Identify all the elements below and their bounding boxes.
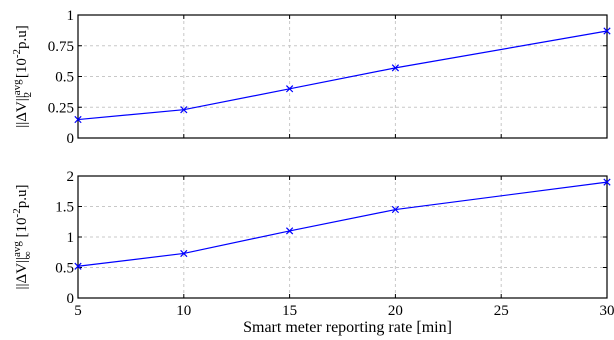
x-axis-label: Smart meter reporting rate [min] [243, 319, 452, 336]
data-point-marker [603, 27, 611, 35]
x-tick-label: 15 [282, 303, 297, 319]
x-tick-label: 20 [388, 303, 403, 319]
data-point-marker [74, 262, 82, 270]
chart-panel-1: 0 0.25 0.5 0.75 1 ||ΔV||avg2 [10-2p.u] [11, 8, 611, 147]
y-axis-label-part: -2 [11, 49, 23, 58]
data-point-marker [285, 85, 294, 93]
marker-stroke [285, 85, 294, 93]
x-tick-label: 5 [74, 303, 82, 319]
data-point-marker [74, 115, 82, 124]
marker-stroke [603, 27, 611, 35]
y-tick-label: 1 [67, 230, 75, 246]
y-tick-label: 0.25 [48, 100, 74, 116]
y-axis-label-part: avg [11, 79, 23, 95]
y-tick-label: 1.5 [55, 200, 74, 216]
y-tick-label: 2 [67, 169, 75, 185]
y-axis-label-part: ||ΔV|| [14, 257, 30, 290]
y-axis-label: ||ΔV||avg∞ [10-2p.u] [11, 185, 34, 290]
y-axis-label-part: p.u] [14, 25, 30, 49]
y-axis-label-part: [10 [14, 58, 30, 82]
y-tick-label: 0.5 [55, 261, 74, 277]
y-tick-label: 1 [67, 8, 75, 24]
marker-stroke [391, 64, 400, 72]
y-axis-label-part: ||ΔV|| [14, 95, 30, 128]
marker-stroke [180, 249, 188, 258]
x-tick-label: 10 [176, 303, 191, 319]
y-axis-label-part: [10 [14, 217, 30, 241]
series-line [77, 181, 608, 267]
marker-stroke [391, 205, 400, 214]
data-point-marker [603, 178, 611, 186]
y-axis-label-part: p.u] [14, 185, 30, 209]
marker-stroke [74, 115, 82, 124]
series-line [77, 30, 608, 121]
y-tick-label: 0.75 [48, 39, 74, 55]
marker-stroke [603, 178, 611, 186]
data-point-marker [285, 227, 294, 235]
y-axis-label-part: avg [11, 241, 23, 257]
x-tick-label: 30 [600, 303, 614, 319]
data-point-marker [180, 249, 188, 258]
y-axis-label: ||ΔV||avg2 [10-2p.u] [11, 25, 34, 128]
marker-stroke [74, 262, 82, 270]
data-point-marker [391, 205, 400, 214]
y-tick-label: 0.5 [55, 70, 74, 86]
marker-stroke [285, 227, 294, 235]
data-point-marker [180, 106, 188, 114]
y-axis-label-part: 2 [22, 92, 34, 98]
y-tick-label: 0 [67, 291, 75, 307]
x-tick-label: 25 [494, 303, 509, 319]
y-tick-label: 0 [67, 131, 75, 147]
marker-stroke [180, 106, 188, 114]
data-point-marker [391, 64, 400, 72]
y-axis-label-part: ∞ [22, 251, 34, 259]
y-axis-label-part: -2 [11, 208, 23, 217]
